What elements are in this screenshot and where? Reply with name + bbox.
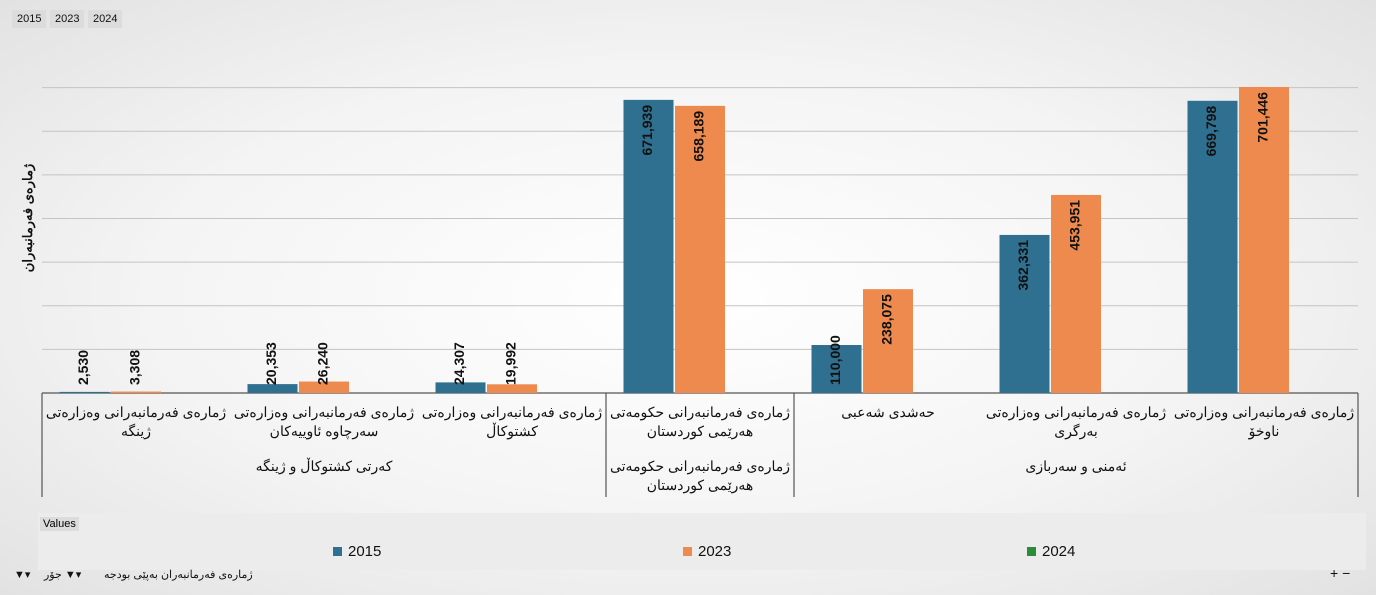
bar (1051, 194, 1101, 393)
group-label: ئەمنی و سەربازی (1025, 458, 1127, 474)
legend-swatch (683, 547, 692, 556)
x-tick-label: ژمارەی فەرمانبەرانی وەزارەتی ژینگە (45, 404, 227, 439)
bar (487, 384, 537, 393)
bar (999, 234, 1050, 393)
x-tick-label: ژمارەی فەرمانبەرانی وەزارەتی سەرچاوە ئاو… (233, 404, 415, 439)
data-label: 362,331 (1015, 240, 1031, 291)
field-button[interactable]: 2024 (88, 10, 123, 28)
legend-item: 2024 (1027, 543, 1075, 560)
zoom-buttons[interactable]: + − (1330, 565, 1351, 581)
x-tick-label: حەشدی شەعبی (841, 404, 935, 420)
legend-swatch (333, 547, 342, 556)
data-label: 20,353 (263, 342, 279, 385)
data-label: 669,798 (1203, 106, 1219, 157)
bar (435, 382, 486, 393)
field-button[interactable]: 2015 (12, 10, 47, 28)
data-label: 26,240 (315, 342, 331, 385)
data-label: 671,939 (639, 105, 655, 156)
legend-box (38, 513, 1366, 570)
group-label: ژمارەی فەرمانبەرانی حکومەتی هەرێمی کوردس… (609, 458, 791, 493)
data-label: 453,951 (1067, 200, 1083, 251)
legend-label: 2024 (1042, 543, 1076, 560)
bar (59, 391, 110, 393)
legend-item: 2023 (683, 543, 731, 560)
data-label: 2,530 (75, 350, 91, 385)
bar (1239, 86, 1289, 394)
field-button[interactable]: 2023 (50, 10, 85, 28)
filter-icon[interactable]: ▼▾ (14, 569, 31, 581)
x-tick-label: ژمارەی فەرمانبەرانی وەزارەتی کشتوکاڵ (421, 404, 603, 439)
legend-label: 2015 (348, 543, 382, 560)
filter-button[interactable]: جۆر ▼▾ (44, 569, 82, 581)
bar (111, 391, 161, 393)
bar (299, 381, 349, 393)
bar (811, 345, 862, 393)
data-label: 238,075 (879, 294, 895, 345)
filter-label: جۆر (44, 569, 62, 581)
group-label: کەرتی کشتوکاڵ و ژینگە (255, 458, 393, 474)
legend-title: Values (40, 517, 79, 531)
x-tick-label: ژمارەی فەرمانبەرانی حکومەتی هەرێمی کوردس… (609, 404, 791, 439)
data-label: 24,307 (451, 342, 467, 385)
data-label: 658,189 (691, 111, 707, 162)
legend-item: 2015 (333, 543, 381, 560)
data-label: 3,308 (127, 350, 143, 385)
filter-button[interactable]: ژمارەی فەرمانبەران بەپێی بودجە (104, 569, 253, 581)
x-tick-label: ژمارەی فەرمانبەرانی وەزارەتی ناوخۆ (1173, 404, 1355, 439)
bar (247, 384, 298, 393)
data-label: 701,446 (1255, 92, 1271, 143)
bar (1187, 100, 1238, 393)
x-tick-label: ژمارەی فەرمانبەرانی وەزارەتی بەرگری (985, 404, 1167, 439)
data-label: 19,992 (503, 342, 519, 385)
bar (863, 289, 913, 393)
legend-label: 2023 (698, 543, 732, 560)
legend-swatch (1027, 547, 1036, 556)
bar (675, 105, 725, 393)
bar (623, 99, 674, 393)
data-label: 110,000 (827, 335, 843, 385)
y-axis-title: ژمارەی فەرمانبەران (20, 164, 36, 272)
